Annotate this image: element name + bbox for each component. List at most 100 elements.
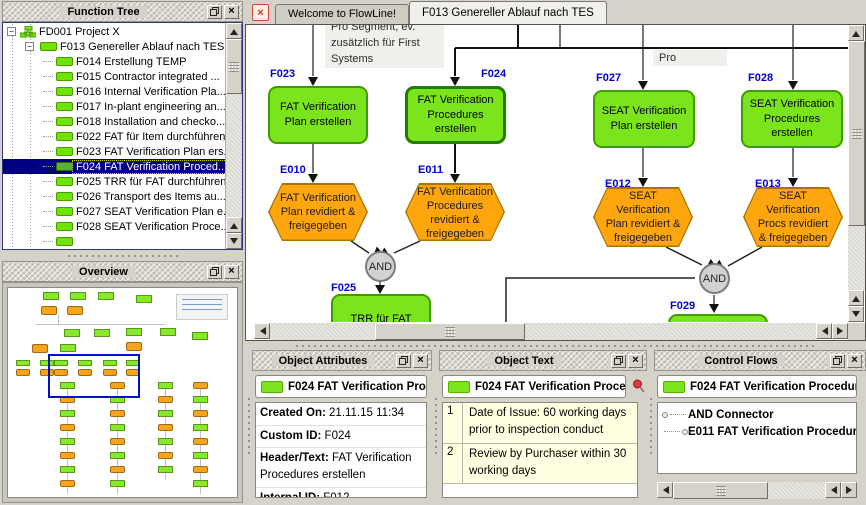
minimap-shape xyxy=(60,424,75,431)
close-icon: × xyxy=(632,353,639,366)
close-icon: × xyxy=(228,4,235,17)
object-attributes-float-button[interactable] xyxy=(395,353,411,368)
tree-item-fd001[interactable]: − FD001 Project X xyxy=(3,24,225,39)
diagram-vertical-scrollbar[interactable] xyxy=(848,25,865,322)
event-node-e013[interactable]: SEAT Verification Procs revidiert & frei… xyxy=(743,187,843,247)
panel-grip[interactable] xyxy=(245,350,252,505)
function-node-f028[interactable]: SEAT Verification Procedures erstellen xyxy=(741,90,843,148)
scrollbar-track[interactable] xyxy=(270,323,375,340)
and-connector-2[interactable]: AND xyxy=(699,263,730,294)
diagram-canvas[interactable]: Pro Segment, ev. zusätzlich für First Sy… xyxy=(254,25,848,322)
and-connector-1[interactable]: AND xyxy=(365,251,396,282)
function-node-f024-selected[interactable]: FAT Verification Procedures erstellen xyxy=(405,86,506,144)
minimap-shape xyxy=(103,360,117,366)
selected-object-name: F024 FAT Verification Procedures... xyxy=(690,380,856,393)
tree-item-f016[interactable]: F016 Internal Verification Pla... xyxy=(3,84,225,99)
panel-grip[interactable] xyxy=(432,350,439,505)
diagram-horizontal-scrollbar[interactable] xyxy=(254,323,848,340)
tree-item-f023[interactable]: F023 FAT Verification Plan ers... xyxy=(3,144,225,159)
tab-f013-active[interactable]: F013 Genereller Ablauf nach TES xyxy=(409,1,607,24)
scroll-right-button[interactable] xyxy=(841,482,857,498)
node-id-f025: F025 xyxy=(331,282,357,294)
function-node-f029[interactable] xyxy=(668,314,768,322)
tree-item-f025[interactable]: F025 TRR für FAT durchführen xyxy=(3,174,225,189)
scroll-left-button-2[interactable] xyxy=(825,482,841,498)
tree-item-f013[interactable]: − F013 Genereller Ablauf nach TES xyxy=(3,39,225,54)
restore-icon xyxy=(398,356,408,365)
tree-item-partial[interactable] xyxy=(3,234,225,249)
tree-item-label: F023 FAT Verification Plan ers... xyxy=(76,145,225,158)
scroll-right-button[interactable] xyxy=(832,323,848,339)
tree-item-f022[interactable]: F022 FAT für Item durchführen xyxy=(3,129,225,144)
function-node-f027[interactable]: SEAT Verification Plan erstellen xyxy=(593,90,695,148)
minimap-shape xyxy=(136,295,152,303)
flow-item-and-connector[interactable]: AND Connector xyxy=(658,406,856,423)
object-text-row[interactable]: 2 Review by Purchaser within 30 working … xyxy=(443,443,637,484)
overview-float-button[interactable] xyxy=(206,264,222,279)
function-tree-close-button[interactable]: × xyxy=(224,4,239,19)
scrollbar-track[interactable] xyxy=(525,323,816,340)
tab-close-button[interactable]: × xyxy=(252,4,269,21)
arrow-up-icon xyxy=(230,25,238,35)
attribute-label: Header/Text: xyxy=(260,452,329,465)
overview-minimap[interactable] xyxy=(7,287,238,498)
scrollbar-track[interactable] xyxy=(848,226,865,290)
tree-item-f015[interactable]: F015 Contractor integrated ... xyxy=(3,69,225,84)
object-attributes-close-button[interactable]: × xyxy=(412,353,428,368)
collapse-icon[interactable]: − xyxy=(7,27,16,36)
scroll-left-button[interactable] xyxy=(657,482,673,498)
tree-guide xyxy=(43,106,53,107)
scrollbar-track[interactable] xyxy=(226,94,242,217)
control-flows-scrollbar[interactable] xyxy=(657,482,857,499)
scroll-up-button[interactable] xyxy=(848,25,864,41)
control-flows-close-button[interactable]: × xyxy=(846,353,862,368)
tree-item-f017[interactable]: F017 In-plant engineering an... xyxy=(3,99,225,114)
minimap-shape xyxy=(193,452,208,459)
tree-item-f014[interactable]: F014 Erstellung TEMP xyxy=(3,54,225,69)
minimap-shape xyxy=(126,342,142,351)
scroll-down-button[interactable] xyxy=(226,233,242,249)
scrollbar-track[interactable] xyxy=(768,482,825,499)
function-node-f025[interactable]: TRR für FAT xyxy=(331,294,431,322)
object-text-row[interactable]: 1 Date of Issue: 60 working days prior t… xyxy=(443,403,637,444)
control-flows-float-button[interactable] xyxy=(829,353,845,368)
tree-item-f018[interactable]: F018 Installation and checko... xyxy=(3,114,225,129)
scroll-up-button-2[interactable] xyxy=(848,290,864,306)
pin-icon[interactable] xyxy=(632,379,645,393)
tree-item-f026[interactable]: F026 Transport des Items au... xyxy=(3,189,225,204)
flow-item-label: AND Connector xyxy=(688,408,774,421)
scrollbar-thumb[interactable] xyxy=(673,482,768,499)
scroll-down-button[interactable] xyxy=(848,306,864,322)
scroll-left-button-2[interactable] xyxy=(816,323,832,339)
tree-guide xyxy=(43,61,53,62)
function-node-f023[interactable]: FAT Verification Plan erstellen xyxy=(268,86,368,144)
tree-item-f028[interactable]: F028 SEAT Verification Proce... xyxy=(3,219,225,234)
function-icon xyxy=(448,380,470,393)
selected-object-name: F024 FAT Verification Proc... xyxy=(288,380,427,393)
overview-viewport[interactable] xyxy=(48,354,140,398)
overview-close-button[interactable]: × xyxy=(223,264,239,279)
minimap-shape xyxy=(193,438,208,445)
event-node-e010[interactable]: FAT Verification Plan revidiert & freige… xyxy=(268,183,368,241)
scroll-up-button-2[interactable] xyxy=(226,217,242,233)
event-node-e012[interactable]: SEAT Verification Plan revidiert & freig… xyxy=(593,187,693,247)
panel-splitter[interactable] xyxy=(245,342,866,350)
scroll-left-button[interactable] xyxy=(254,323,270,339)
function-tree-scrollbar[interactable] xyxy=(225,23,242,249)
object-text-float-button[interactable] xyxy=(611,353,626,368)
collapse-icon[interactable]: − xyxy=(25,42,34,51)
scroll-up-button[interactable] xyxy=(226,23,242,39)
flow-item-e011[interactable]: E011 FAT Verification Procedures r xyxy=(658,423,856,440)
event-node-e011[interactable]: FAT Verification Procedures revidiert & … xyxy=(405,183,505,241)
scrollbar-thumb[interactable] xyxy=(375,323,525,340)
scrollbar-thumb[interactable] xyxy=(848,41,865,226)
panel-splitter[interactable] xyxy=(2,250,243,261)
tree-item-f024-selected[interactable]: F024 FAT Verification Proced... xyxy=(3,159,225,174)
tree-item-f027[interactable]: F027 SEAT Verification Plan e... xyxy=(3,204,225,219)
scrollbar-thumb[interactable] xyxy=(226,39,242,94)
object-text-close-button[interactable]: × xyxy=(628,353,643,368)
function-tree-float-button[interactable] xyxy=(207,4,222,19)
minimap-shape xyxy=(67,306,83,315)
tab-welcome[interactable]: Welcome to FlowLine! xyxy=(275,4,410,24)
panel-grip[interactable] xyxy=(647,350,654,505)
